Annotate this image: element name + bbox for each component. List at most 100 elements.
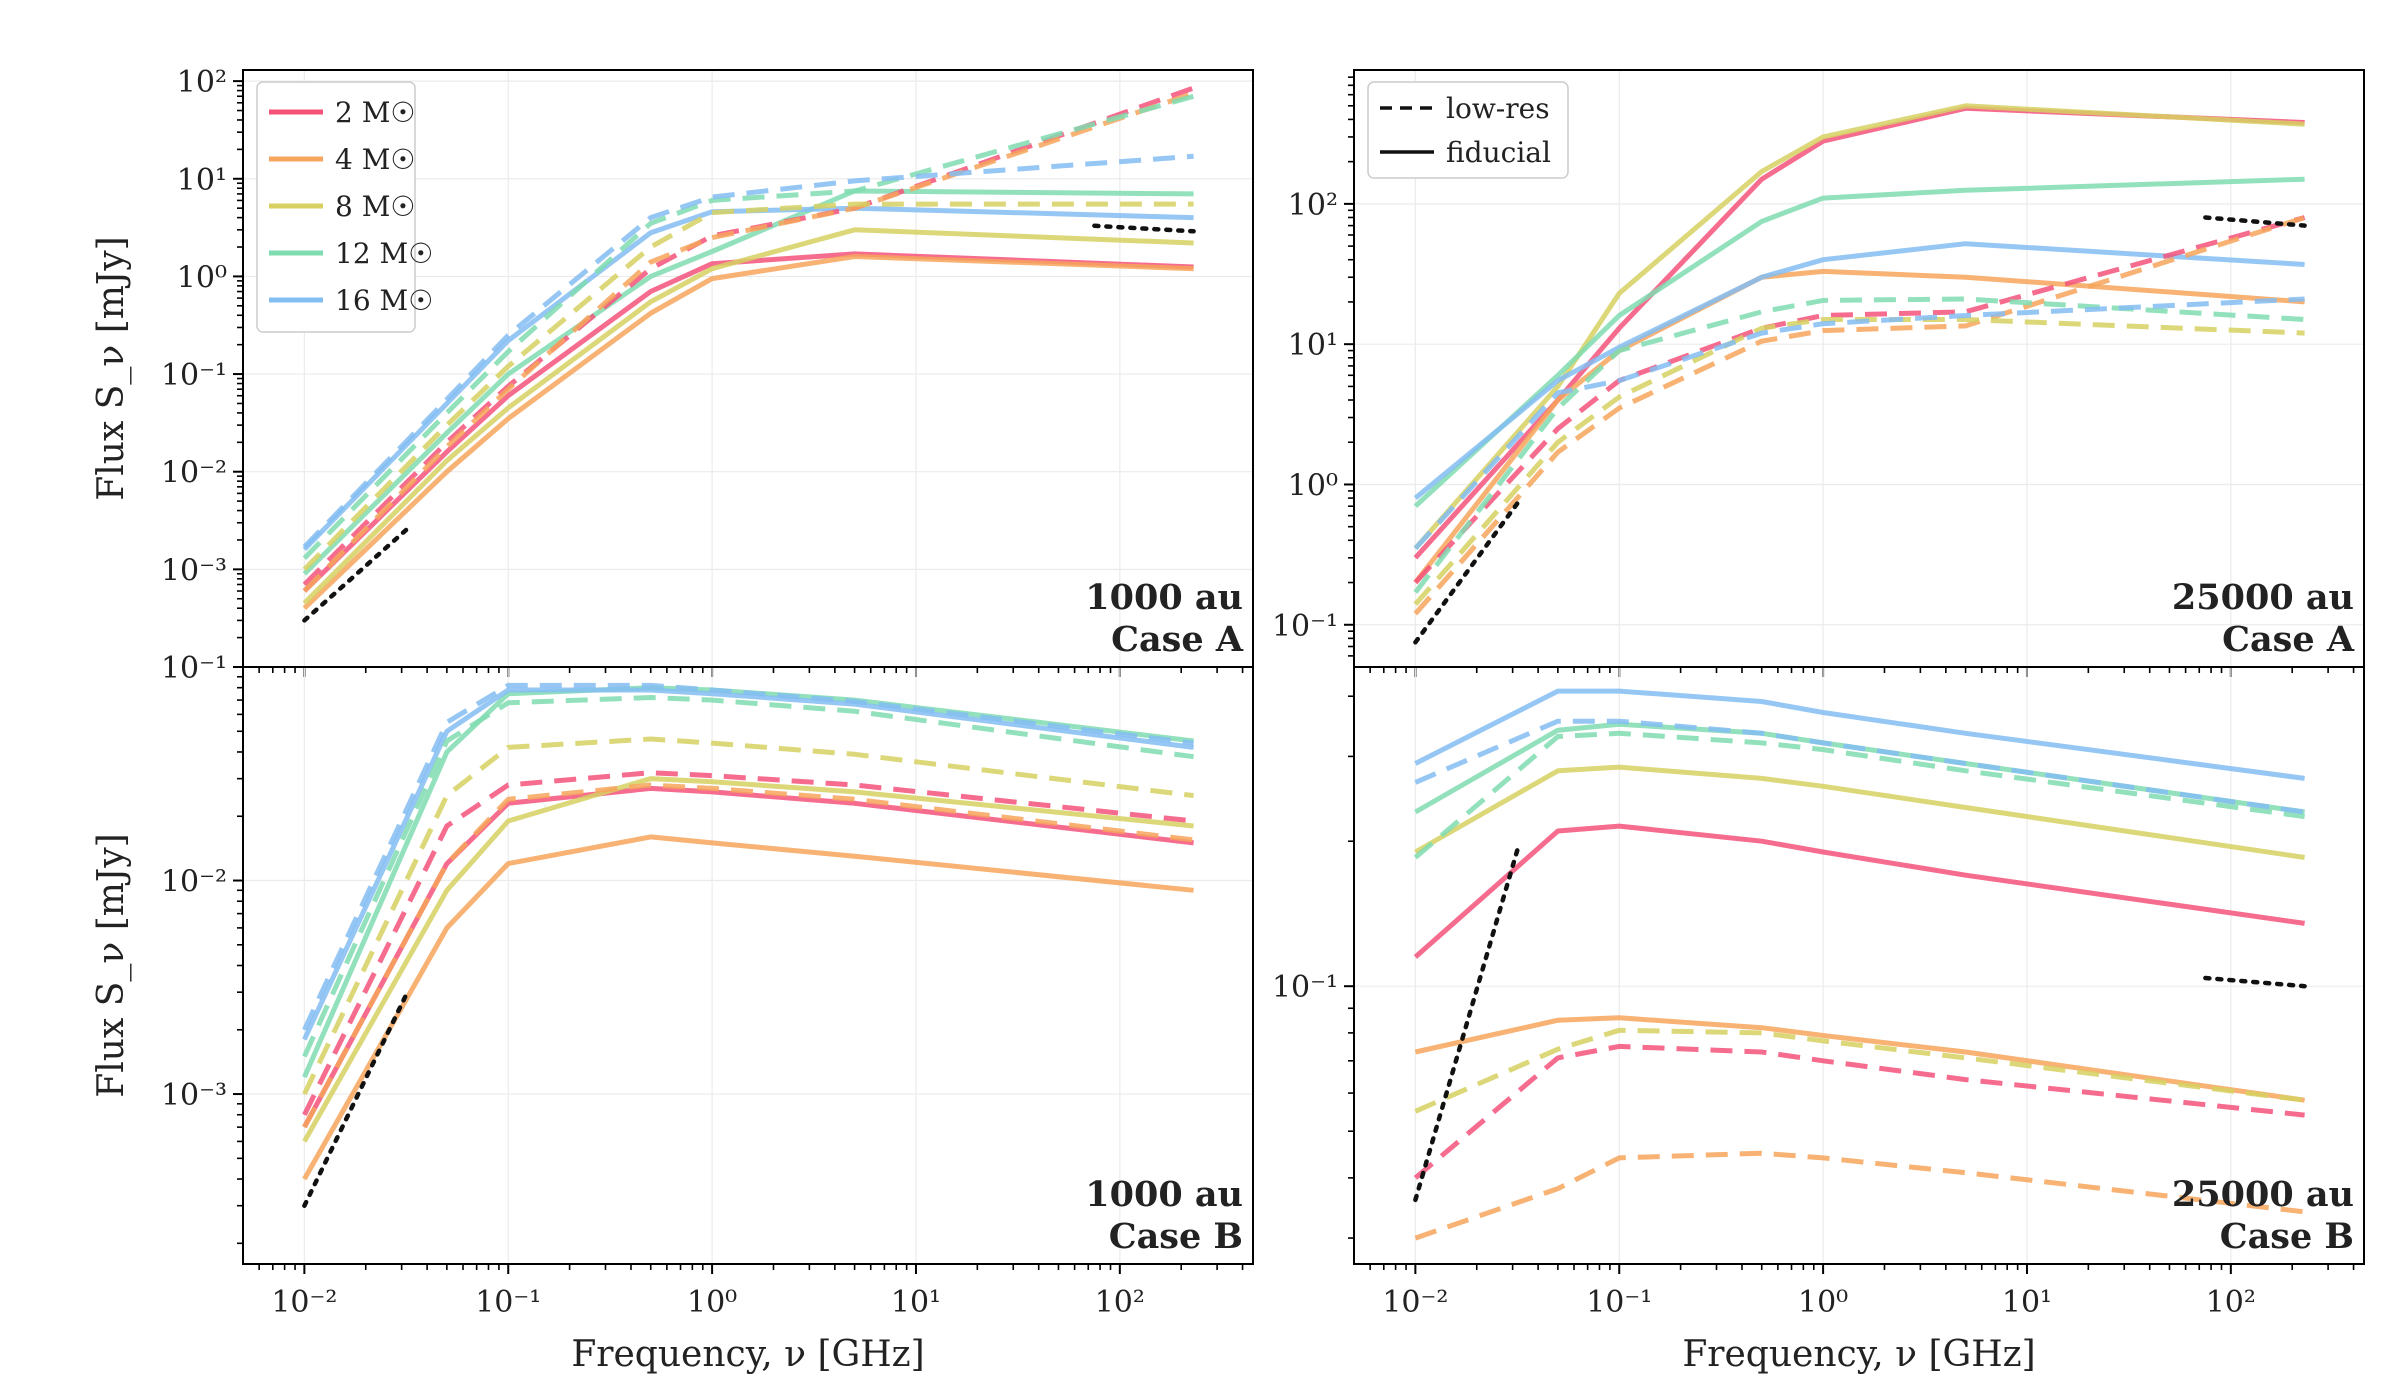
series-line-12msun-fiducial [1413, 176, 2305, 509]
series-group [302, 682, 1194, 1208]
series-line-8msun-low-res [1413, 317, 2305, 606]
panel-annotation-distance: 25000 au [2172, 1174, 2354, 1215]
y-axis-label: Flux S_ν [mJy] [91, 236, 132, 500]
y-tick-label: 10⁻³ [161, 553, 227, 588]
reference-slope-line [302, 989, 410, 1208]
y-tick-label: 10¹ [1288, 328, 1338, 363]
x-axis-label: Frequency, ν [GHz] [1682, 1334, 2035, 1375]
y-tick-label: 10² [1288, 188, 1338, 223]
series-line-16msun-low-res [1414, 718, 2305, 815]
y-tick-label: 10⁻³ [161, 1078, 227, 1113]
legend-box [1367, 81, 1569, 179]
series-line-12msun-fiducial [1414, 721, 2305, 815]
y-tick-label: 10⁻¹ [161, 651, 227, 686]
series-group [1413, 103, 2307, 645]
grid [1354, 70, 2364, 667]
legend-box [256, 81, 416, 333]
series-line-8msun-low-res [302, 736, 1194, 1096]
x-tick-label: 10⁰ [687, 1285, 737, 1320]
series-line-8msun-low-res [1414, 1027, 2305, 1114]
series-line-2msun-low-res [302, 85, 1195, 587]
x-tick-label: 10¹ [891, 1285, 941, 1320]
series-line-16msun-low-res [1413, 296, 2305, 551]
series-line-16msun-fiducial [302, 687, 1194, 1041]
panel-annotation-case: Case A [2222, 619, 2355, 660]
panel-annotation-case: Case B [1109, 1216, 1243, 1257]
y-tick-label: 10⁰ [1288, 468, 1338, 503]
x-tick-label: 10¹ [2002, 1285, 2052, 1320]
legend-label: 12 M☉ [335, 237, 433, 270]
y-tick-label: 10⁻¹ [1272, 970, 1338, 1005]
series-line-8msun-fiducial [302, 227, 1194, 605]
axes-frame [242, 666, 1254, 1265]
series-line-16msun-fiducial [1413, 241, 2305, 501]
y-tick-label: 10⁻² [161, 456, 227, 491]
y-tick-label: 10² [177, 65, 227, 100]
reference-slope-line [2203, 215, 2307, 228]
series-line-4msun-fiducial [1414, 1015, 2305, 1103]
reference-slope-line [2203, 975, 2307, 989]
series-line-2msun-fiducial [302, 785, 1194, 1129]
series-line-8msun-fiducial [1414, 764, 2305, 860]
series-line-4msun-fiducial [302, 834, 1194, 1181]
legend-label: 4 M☉ [335, 143, 416, 176]
series-line-4msun-low-res [302, 90, 1195, 593]
reference-slope-line [1413, 499, 1521, 645]
y-tick-label: 10¹ [177, 163, 227, 198]
minor-ticks [1348, 695, 2355, 1270]
y-tick-label: 10⁻¹ [1272, 609, 1338, 644]
series-line-16msun-low-res [302, 153, 1194, 549]
legend-masses: 2 M☉ 4 M☉ 8 M☉ 12 M☉ 16 M☉ [256, 81, 433, 333]
reference-slope-line [302, 526, 410, 623]
x-tick-label: 10² [2206, 1285, 2256, 1320]
legend-label: low-res [1446, 92, 1550, 125]
series-line-2msun-fiducial [302, 251, 1194, 593]
reference-slope-line [1413, 844, 1521, 1203]
series-line-4msun-fiducial [302, 254, 1194, 611]
y-tick-label: 10⁰ [177, 260, 227, 295]
series-line-16msun-low-res [302, 682, 1194, 1031]
x-tick-label: 10⁻² [271, 1285, 337, 1320]
x-axis-label: Frequency, ν [GHz] [571, 1334, 924, 1375]
legend-label: fiducial [1446, 136, 1551, 169]
panel-bottom-left: 10⁻² 10⁻¹ 10⁰ 10¹ 10² 10⁻³ 10⁻² 10⁻¹ 1000 auCase… [91, 651, 1254, 1375]
reference-slope-line [1092, 223, 1196, 234]
y-axis-label: Flux S_ν [mJy] [91, 833, 132, 1097]
panel-annotation-distance: 1000 au [1085, 1174, 1243, 1215]
x-tick-label: 10⁻¹ [475, 1285, 541, 1320]
series-line-8msun-fiducial [302, 776, 1194, 1143]
series-line-12msun-low-res [1413, 296, 2305, 594]
axes-frame [1353, 666, 2365, 1265]
series-line-2msun-low-res [302, 770, 1194, 1116]
x-tick-label: 10⁻² [1382, 1285, 1448, 1320]
series-line-4msun-low-res [1413, 215, 2306, 616]
panel-annotation-distance: 25000 au [2172, 577, 2354, 618]
legend-label: 2 M☉ [335, 96, 416, 129]
panel-annotation-case: Case B [2220, 1216, 2354, 1257]
legend-label: 16 M☉ [335, 284, 433, 317]
panel-annotation-case: Case A [1111, 619, 1244, 660]
series-line-12msun-low-res [302, 93, 1195, 560]
grid [243, 70, 1253, 667]
x-tick-label: 10⁰ [1798, 1285, 1848, 1320]
series-group [1413, 688, 2307, 1241]
series-line-12msun-fiducial [302, 188, 1194, 576]
legend-styles: low-res fiducial [1367, 81, 1569, 179]
x-tick-label: 10⁻¹ [1586, 1285, 1652, 1320]
series-line-12msun-low-res [1413, 730, 2305, 860]
legend-label: 8 M☉ [335, 190, 416, 223]
series-line-4msun-low-res [302, 782, 1194, 1129]
panel-annotation-distance: 1000 au [1085, 577, 1243, 618]
x-tick-label: 10² [1095, 1285, 1145, 1320]
series-line-4msun-low-res [1414, 1150, 2305, 1241]
series-group [302, 85, 1196, 623]
series-line-16msun-fiducial [1414, 688, 2305, 781]
series-line-8msun-low-res [302, 201, 1194, 572]
y-tick-label: 10⁻¹ [161, 358, 227, 393]
series-line-2msun-fiducial [1413, 823, 2305, 959]
series-line-2msun-low-res [1413, 215, 2306, 585]
series-line-12msun-low-res [302, 695, 1194, 1058]
